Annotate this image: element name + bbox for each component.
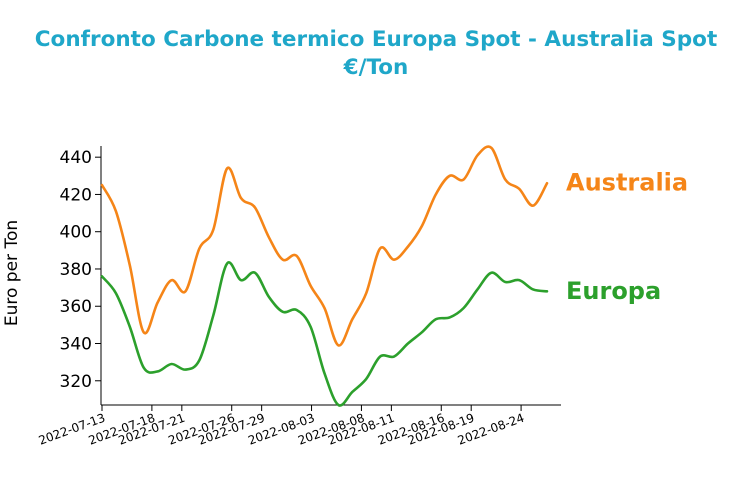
x-axis: 2022-07-132022-07-182022-07-212022-07-26…	[37, 404, 561, 448]
series-line-europa	[100, 261, 549, 407]
series-label-australia: Australia	[566, 169, 688, 197]
chart-subtitle: €/Ton	[343, 55, 409, 80]
y-axis-label: Euro per Ton	[2, 220, 22, 326]
series-group: Australia Europa	[100, 145, 688, 407]
y-tick-label: 380	[60, 260, 92, 280]
y-tick-label: 400	[60, 223, 92, 243]
series-label-europa: Europa	[566, 277, 661, 305]
chart-title: Confronto Carbone termico Europa Spot - …	[35, 27, 717, 52]
y-tick-label: 320	[60, 372, 92, 392]
series-line-australia	[100, 145, 549, 347]
y-tick-label: 340	[60, 335, 92, 355]
y-tick-label: 360	[60, 297, 92, 317]
y-tick-label: 440	[60, 148, 92, 168]
y-tick-label: 420	[60, 185, 92, 205]
y-axis: 320 340 360 380 400 420 440	[60, 146, 102, 405]
